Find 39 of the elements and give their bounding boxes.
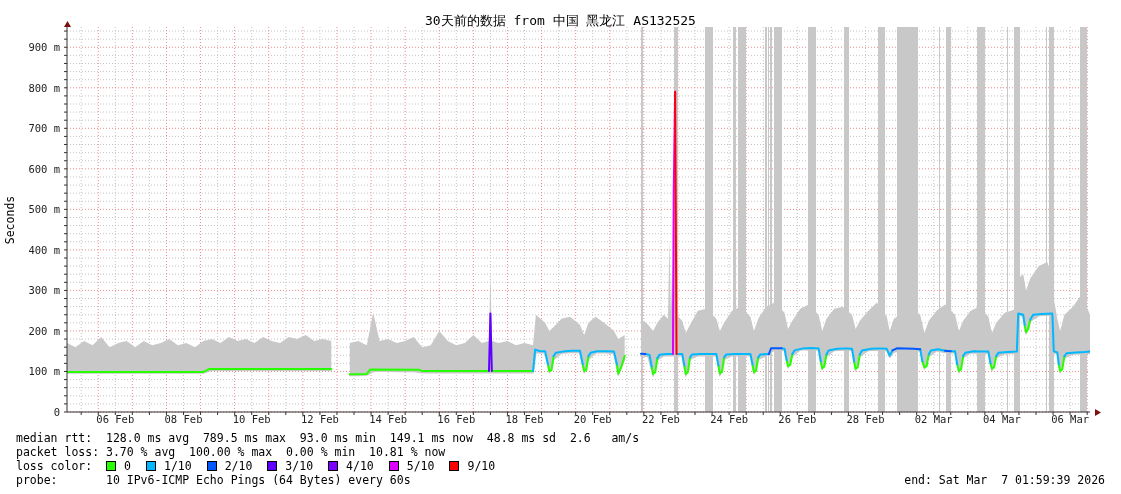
chart-title: 30天前的数据 from 中国 黑龙江 AS132525 — [425, 13, 696, 28]
text: median rtt: 128.0 ms avg 789.5 ms max 93.0 ms min 149.1 ms now 48.8 ms sd 2.6 am/s — [16, 431, 640, 445]
x-tick-label: 04 Mar — [982, 413, 1021, 426]
y-tick-label: 200 m — [28, 324, 60, 337]
text: end: Sat Mar 7 01:59:39 2026 — [904, 473, 1105, 487]
x-tick-label: 26 Feb — [778, 413, 817, 426]
text: packet loss: 3.70 % avg 100.00 % max 0.00 % min 10.81 % now — [16, 445, 446, 459]
y-tick-label: 700 m — [28, 122, 60, 135]
legend-label: 0 — [124, 459, 131, 473]
y-tick-label: 600 m — [28, 162, 60, 175]
x-tick-label: 16 Feb — [437, 413, 476, 426]
x-tick-label: 06 Mar — [1051, 413, 1090, 426]
x-tick-label: 20 Feb — [573, 413, 612, 426]
y-tick-label: 300 m — [28, 284, 60, 297]
y-tick-label: 800 m — [28, 81, 60, 94]
y-tick-label: 100 m — [28, 365, 60, 378]
legend-label: 4/10 — [346, 459, 374, 473]
text: probe: 10 IPv6-ICMP Echo Pings (64 Bytes) every 60s — [16, 473, 411, 487]
x-tick-label: 14 Feb — [369, 413, 408, 426]
y-tick-label: 500 m — [28, 203, 60, 216]
y-tick-label: 400 m — [28, 243, 60, 256]
x-tick-label: 22 Feb — [641, 413, 680, 426]
y-axis-title: Seconds — [3, 195, 17, 245]
x-tick-label: 12 Feb — [300, 413, 339, 426]
legend-label: 9/10 — [467, 459, 496, 473]
legend-label: 3/10 — [285, 459, 314, 473]
x-tick-label: 08 Feb — [164, 413, 203, 426]
legend-label: 1/10 — [163, 459, 192, 473]
x-tick-label: 02 Mar — [914, 413, 953, 426]
y-tick-label: 0 — [53, 405, 60, 418]
legend-label: 2/10 — [224, 459, 253, 473]
x-tick-label: 06 Feb — [96, 413, 135, 426]
x-tick-label: 10 Feb — [232, 413, 271, 426]
x-tick-label: 18 Feb — [505, 413, 544, 426]
x-tick-label: 28 Feb — [846, 413, 885, 426]
y-tick-label: 900 m — [28, 40, 60, 53]
x-tick-label: 24 Feb — [710, 413, 749, 426]
legend-label: 5/10 — [406, 459, 435, 473]
legend-title: loss color: — [16, 459, 93, 473]
